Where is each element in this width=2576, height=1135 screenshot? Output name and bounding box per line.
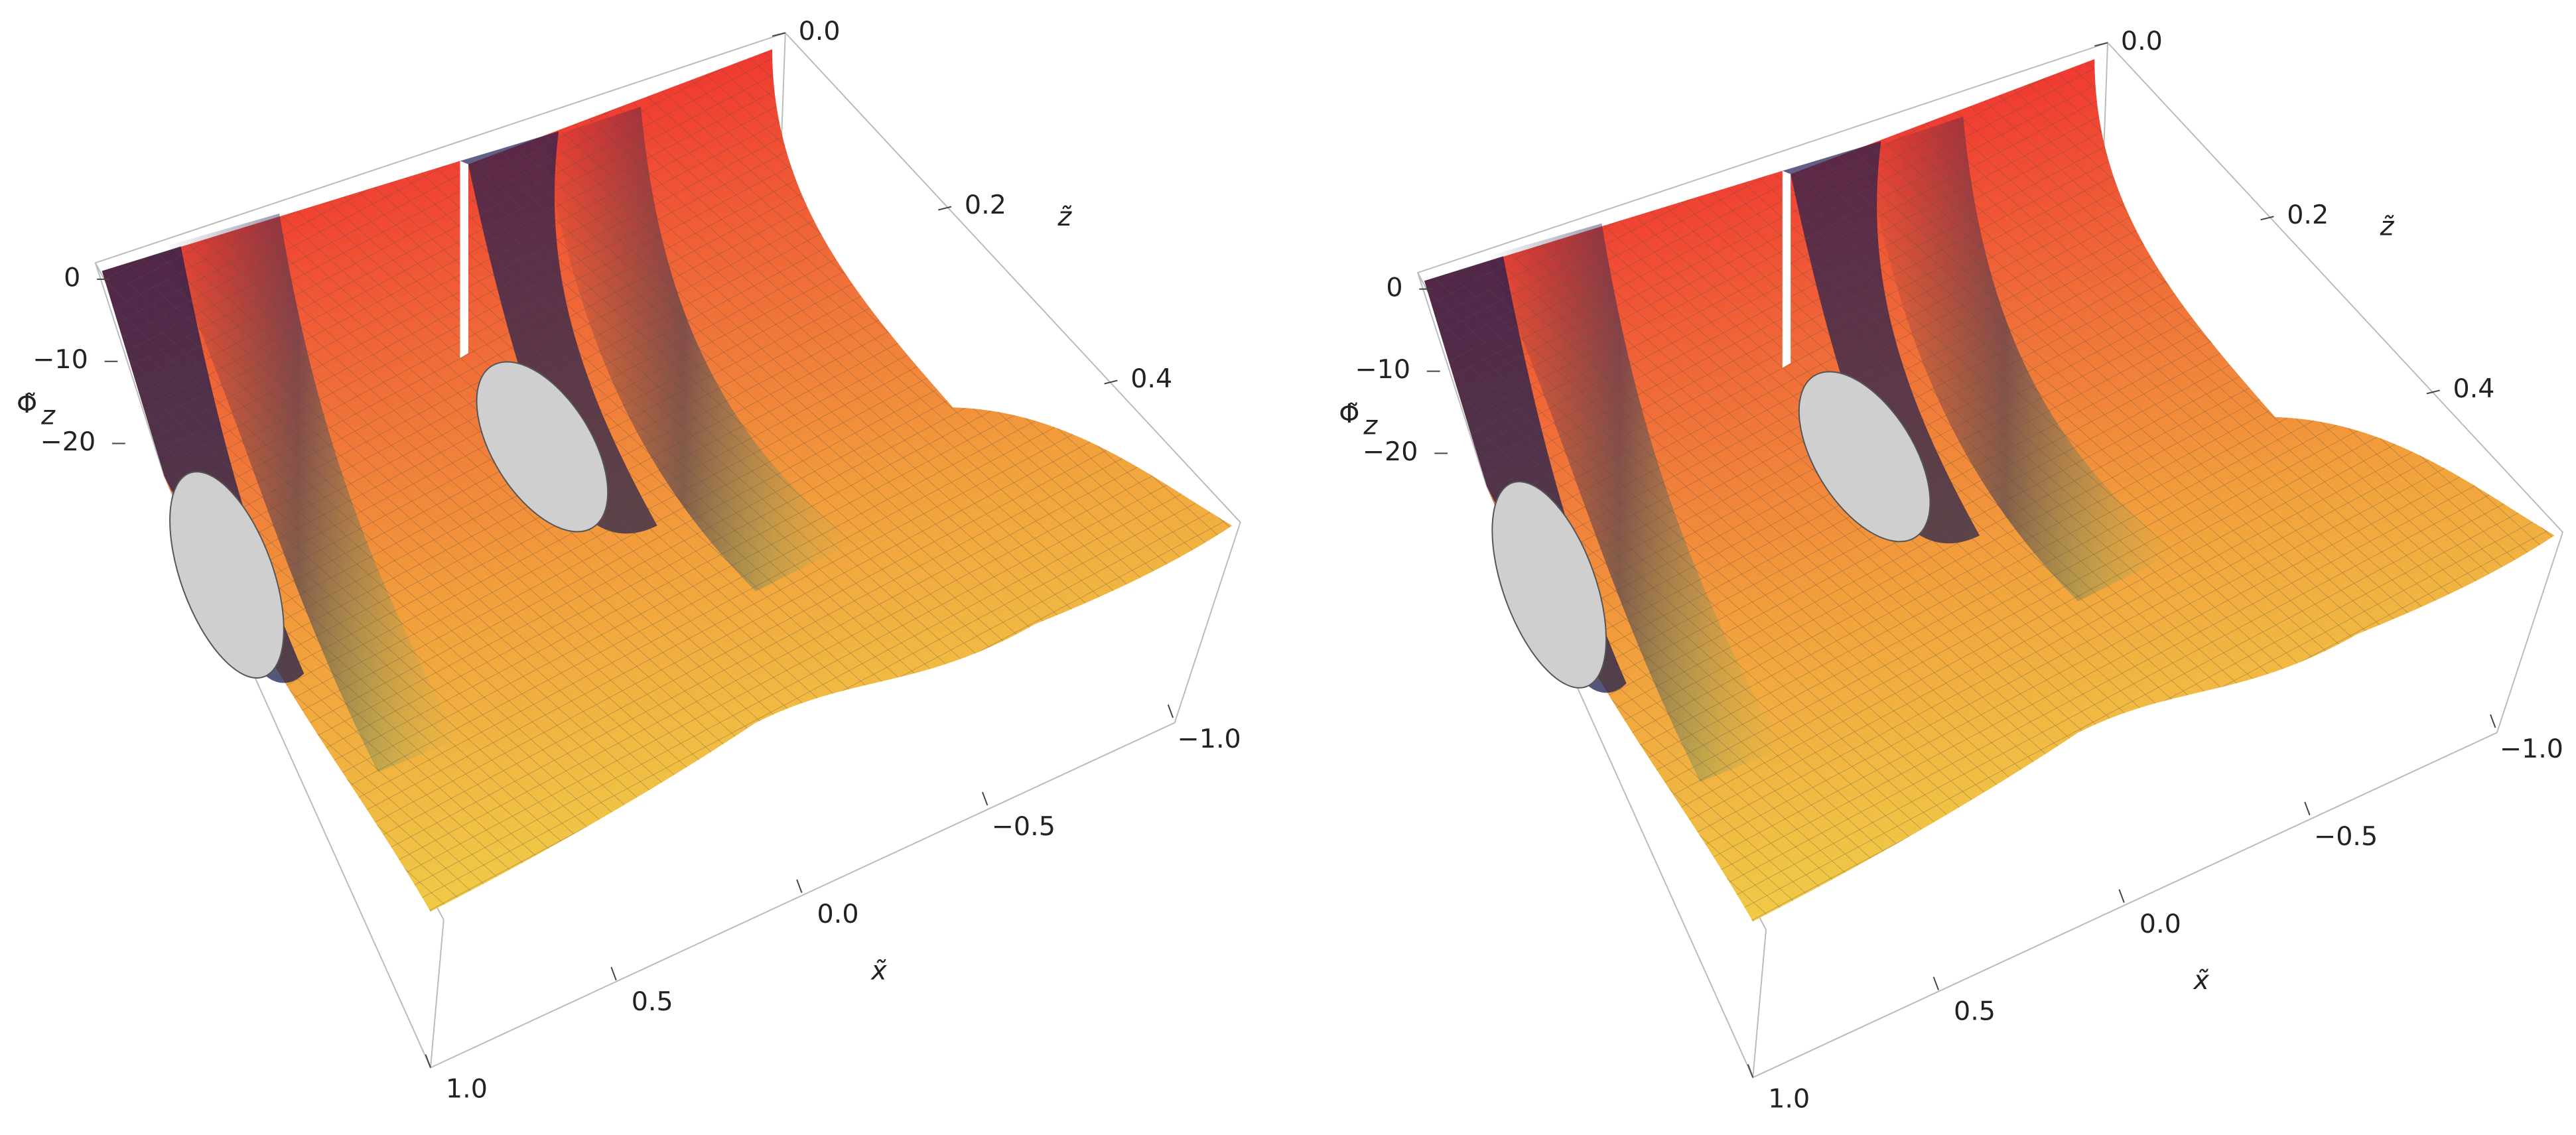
z-tick bbox=[1104, 379, 1118, 385]
x-tick-label: 0.5 bbox=[632, 986, 673, 1017]
y-axis-label-subscript: z bbox=[1363, 410, 1378, 440]
x-tick bbox=[1747, 1064, 1754, 1078]
surface-plot: 1.0 0.5 0.0 −0.5 −1.0 x̃ 0.0 0.2 0.4 z̃ 0 −10 −20Φ̃ z bbox=[17, 16, 1241, 1104]
z-tick-label: 0.0 bbox=[2121, 26, 2163, 56]
z-tick bbox=[2260, 216, 2274, 221]
x-axis-label: x̃ bbox=[2192, 965, 2209, 996]
x-tick-label: 0.0 bbox=[817, 899, 859, 929]
x-tick-label: −1.0 bbox=[1178, 724, 1241, 754]
y-tick-label: 0 bbox=[64, 262, 80, 293]
z-tick bbox=[2426, 389, 2440, 395]
x-tick-label: −1.0 bbox=[2500, 734, 2563, 764]
x-tick bbox=[2490, 714, 2496, 728]
y-axis-label: Φ̃ bbox=[17, 389, 37, 419]
z-tick-label: 0.0 bbox=[799, 16, 841, 46]
x-tick-label: 1.0 bbox=[446, 1074, 488, 1104]
z-axis-label: z̃ bbox=[2380, 212, 2395, 242]
y-axis-label: Φ̃ bbox=[1339, 399, 1359, 429]
x-tick bbox=[1932, 976, 1939, 990]
z-tick-label: 0.4 bbox=[1130, 364, 1172, 394]
x-tick bbox=[1167, 704, 1174, 718]
x-tick bbox=[2304, 801, 2311, 816]
x-tick bbox=[425, 1054, 431, 1068]
surface bbox=[1416, 42, 2564, 1079]
z-tick bbox=[772, 32, 786, 37]
x-tick-label: 1.0 bbox=[1768, 1084, 1810, 1114]
z-tick-label: 0.2 bbox=[2287, 200, 2329, 230]
y-tick-label: −20 bbox=[1363, 436, 1418, 467]
z-tick-label: 0.4 bbox=[2453, 373, 2495, 404]
x-tick bbox=[796, 879, 803, 894]
x-tick-label: −0.5 bbox=[992, 811, 1055, 842]
z-tick bbox=[2094, 42, 2108, 47]
y-tick-label: −20 bbox=[40, 427, 96, 457]
z-tick bbox=[938, 206, 952, 211]
x-tick bbox=[2118, 889, 2125, 903]
surface-plot: 1.0 0.5 0.0 −0.5 −1.0 x̃ 0.0 0.2 0.4 z̃ 0 −10 −20Φ̃ z bbox=[1339, 26, 2564, 1114]
z-axis-label: z̃ bbox=[1057, 202, 1072, 232]
y-axis-label-subscript: z bbox=[40, 400, 56, 431]
y-tick-label: 0 bbox=[1386, 272, 1402, 302]
x-tick-label: 0.0 bbox=[2139, 909, 2181, 939]
y-tick-label: −10 bbox=[1355, 354, 1410, 385]
x-tick-label: −0.5 bbox=[2314, 821, 2378, 852]
x-axis-label: x̃ bbox=[870, 955, 887, 986]
x-tick bbox=[982, 791, 988, 806]
z-tick-label: 0.2 bbox=[965, 190, 1006, 220]
x-tick-label: 0.5 bbox=[1954, 996, 1996, 1027]
x-tick bbox=[610, 967, 617, 980]
surface bbox=[94, 32, 1241, 1069]
y-tick-label: −10 bbox=[33, 344, 88, 375]
